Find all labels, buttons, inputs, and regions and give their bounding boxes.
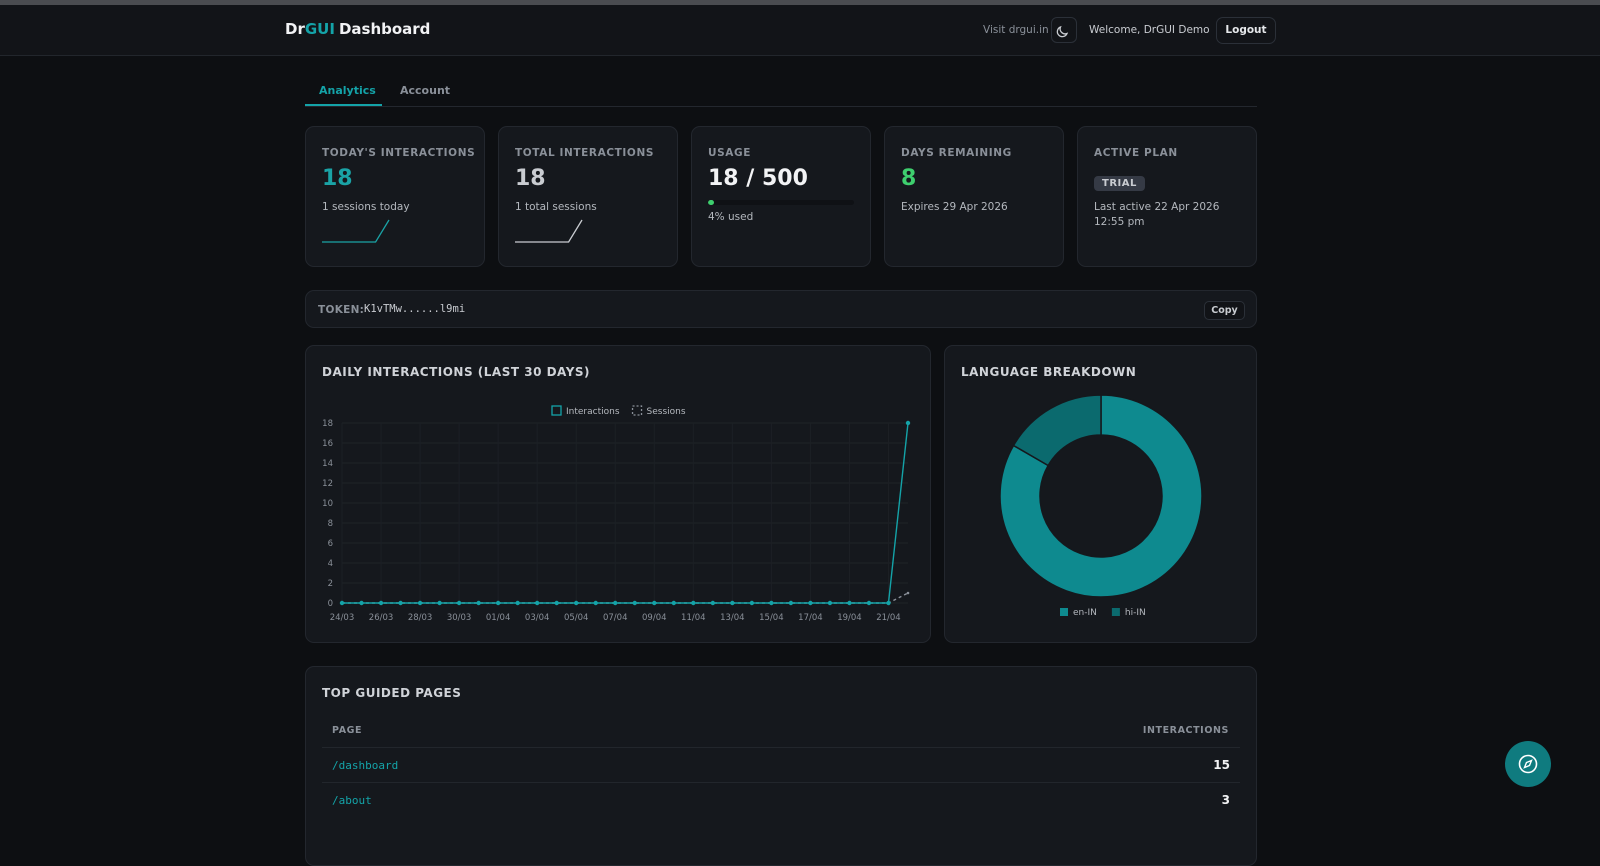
table-row: /about 3 xyxy=(322,782,1240,818)
tab-divider xyxy=(305,106,1257,107)
page-path: /dashboard xyxy=(332,759,399,772)
active-tab-indicator xyxy=(305,104,382,106)
progress-track xyxy=(708,200,854,205)
moon-icon xyxy=(1056,25,1069,38)
brand-suffix: Dashboard xyxy=(338,20,431,38)
stat-card: TOTAL INTERACTIONS 18 1 total sessions xyxy=(498,126,678,267)
stat-card: DAYS REMAINING 8 Expires 29 Apr 2026 xyxy=(884,126,1064,267)
brand[interactable]: DrGUI Dashboard xyxy=(285,20,430,38)
visit-link[interactable]: Visit drgui.in xyxy=(983,24,1049,36)
interaction-count: 15 xyxy=(1213,758,1230,772)
stat-label: USAGE xyxy=(708,147,752,159)
theme-toggle[interactable] xyxy=(1051,17,1077,43)
stat-sub: 1 total sessions xyxy=(515,201,597,213)
welcome-text: Welcome, DrGUI Demo xyxy=(1089,24,1210,36)
stat-label: ACTIVE PLAN xyxy=(1094,147,1178,159)
progress-fill xyxy=(708,200,714,205)
stat-value: 18 xyxy=(322,166,353,191)
stat-value: 8 xyxy=(901,166,917,191)
copy-button[interactable]: Copy xyxy=(1204,301,1245,320)
brand-prefix: Dr xyxy=(285,20,305,38)
table-title: TOP GUIDED PAGES xyxy=(322,686,462,700)
guide-button[interactable] xyxy=(1505,741,1551,787)
stat-label: TOTAL INTERACTIONS xyxy=(515,147,654,159)
stat-sub: 1 sessions today xyxy=(322,201,410,213)
stat-label: TODAY'S INTERACTIONS xyxy=(322,147,476,159)
column-header: INTERACTIONS xyxy=(1142,725,1229,736)
stat-sub: Last active 22 Apr 2026 12:55 pm xyxy=(1094,201,1220,228)
token-value: K1vTMw......l9mi xyxy=(364,303,466,315)
stat-card: USAGE 18 / 500 4% used xyxy=(691,126,871,267)
plan-badge: TRIAL xyxy=(1094,176,1145,191)
stat-card: ACTIVE PLAN TRIAL Last active 22 Apr 2026 … xyxy=(1077,126,1257,267)
stat-value: 18 xyxy=(515,166,546,191)
donut-chart-card xyxy=(944,345,1257,643)
pages-table: TOP GUIDED PAGES PAGE INTERACTIONS /dash… xyxy=(305,666,1257,866)
browser-bar xyxy=(0,0,1600,5)
column-header: PAGE xyxy=(332,725,363,736)
header xyxy=(0,5,1600,56)
tab[interactable]: Account xyxy=(400,84,451,97)
stat-sub: 4% used xyxy=(708,211,754,223)
token-label: TOKEN: xyxy=(318,304,365,316)
tab[interactable]: Analytics xyxy=(319,84,376,97)
interaction-count: 3 xyxy=(1221,793,1230,807)
stat-card: TODAY'S INTERACTIONS 18 1 sessions today xyxy=(305,126,485,267)
stat-label: DAYS REMAINING xyxy=(901,147,1012,159)
stat-value: 18 / 500 xyxy=(708,166,808,191)
table-row: /dashboard 15 xyxy=(322,747,1240,783)
page-path: /about xyxy=(332,794,372,807)
logout-button[interactable]: Logout xyxy=(1216,17,1276,44)
token-bar: TOKEN: K1vTMw......l9mi Copy xyxy=(305,290,1257,328)
stat-sub: Expires 29 Apr 2026 xyxy=(901,201,1008,213)
compass-icon xyxy=(1518,754,1538,774)
line-chart-card xyxy=(305,345,931,643)
brand-highlight: GUI xyxy=(304,20,335,38)
